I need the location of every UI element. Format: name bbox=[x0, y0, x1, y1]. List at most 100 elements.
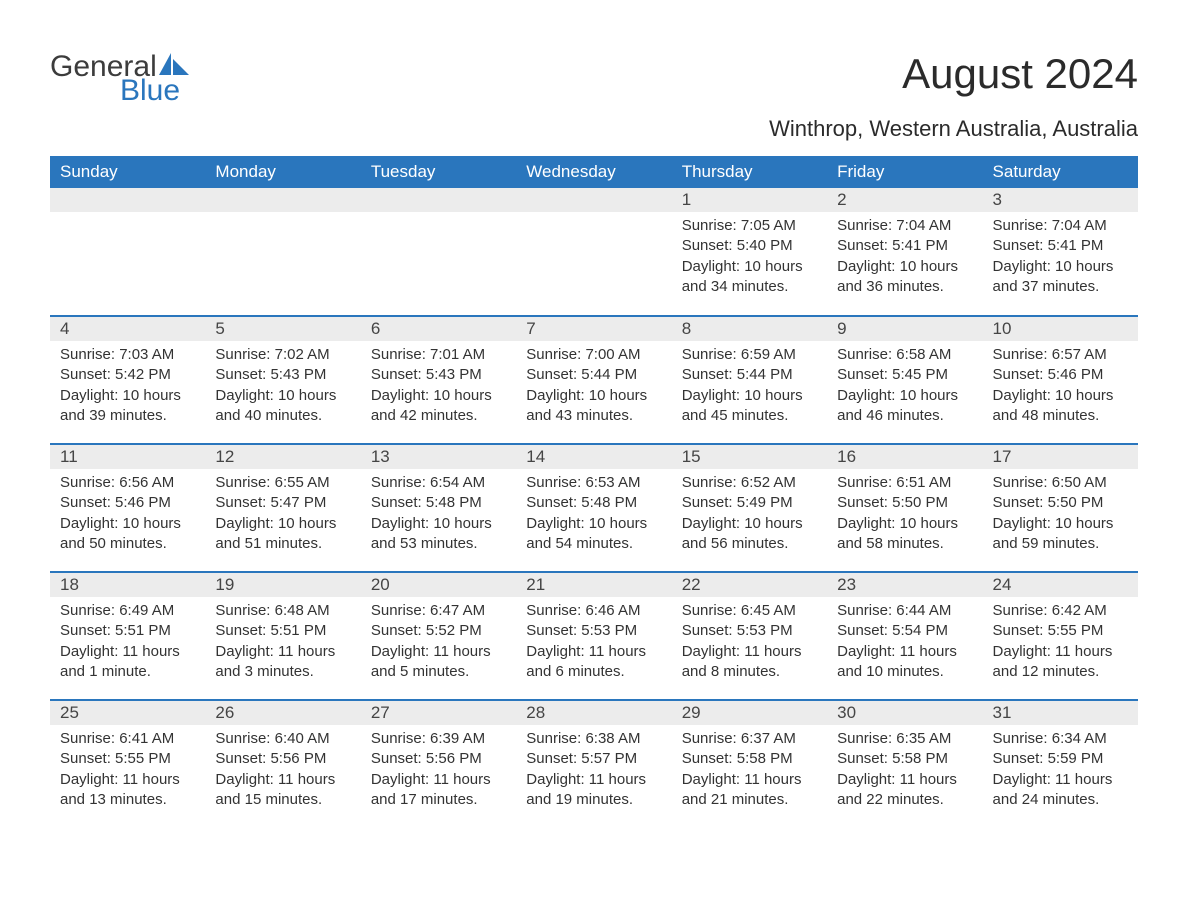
sunset-line: Sunset: 5:58 PM bbox=[837, 749, 972, 769]
sunset-line: Sunset: 5:43 PM bbox=[215, 365, 350, 385]
calendar-day-cell: 13Sunrise: 6:54 AMSunset: 5:48 PMDayligh… bbox=[361, 444, 516, 572]
calendar-day-cell: 29Sunrise: 6:37 AMSunset: 5:58 PMDayligh… bbox=[672, 700, 827, 828]
sunrise-line: Sunrise: 6:51 AM bbox=[837, 473, 972, 493]
sunrise-line: Sunrise: 6:37 AM bbox=[682, 729, 817, 749]
daylight-line: Daylight: 10 hours and 50 minutes. bbox=[60, 514, 195, 555]
page-title: August 2024 bbox=[902, 50, 1138, 98]
sunrise-line: Sunrise: 6:50 AM bbox=[993, 473, 1128, 493]
sunset-line: Sunset: 5:59 PM bbox=[993, 749, 1128, 769]
header: General Blue August 2024 bbox=[50, 50, 1138, 108]
day-details: Sunrise: 6:53 AMSunset: 5:48 PMDaylight:… bbox=[516, 469, 671, 564]
day-details: Sunrise: 6:47 AMSunset: 5:52 PMDaylight:… bbox=[361, 597, 516, 692]
day-number: 11 bbox=[50, 445, 205, 469]
calendar-day-cell bbox=[516, 188, 671, 316]
sunset-line: Sunset: 5:55 PM bbox=[993, 621, 1128, 641]
day-number: 13 bbox=[361, 445, 516, 469]
calendar-day-cell: 27Sunrise: 6:39 AMSunset: 5:56 PMDayligh… bbox=[361, 700, 516, 828]
sunrise-line: Sunrise: 6:54 AM bbox=[371, 473, 506, 493]
calendar-day-cell: 10Sunrise: 6:57 AMSunset: 5:46 PMDayligh… bbox=[983, 316, 1138, 444]
daylight-line: Daylight: 10 hours and 40 minutes. bbox=[215, 386, 350, 427]
daylight-line: Daylight: 11 hours and 1 minute. bbox=[60, 642, 195, 683]
day-number: 2 bbox=[827, 188, 982, 212]
day-details: Sunrise: 6:34 AMSunset: 5:59 PMDaylight:… bbox=[983, 725, 1138, 820]
day-number: 22 bbox=[672, 573, 827, 597]
sunset-line: Sunset: 5:48 PM bbox=[371, 493, 506, 513]
calendar-week-row: 1Sunrise: 7:05 AMSunset: 5:40 PMDaylight… bbox=[50, 188, 1138, 316]
sunset-line: Sunset: 5:56 PM bbox=[371, 749, 506, 769]
sunrise-line: Sunrise: 7:04 AM bbox=[993, 216, 1128, 236]
calendar-day-cell: 8Sunrise: 6:59 AMSunset: 5:44 PMDaylight… bbox=[672, 316, 827, 444]
calendar-day-cell bbox=[361, 188, 516, 316]
day-number: 10 bbox=[983, 317, 1138, 341]
sunrise-line: Sunrise: 7:00 AM bbox=[526, 345, 661, 365]
daylight-line: Daylight: 10 hours and 34 minutes. bbox=[682, 257, 817, 298]
daylight-line: Daylight: 10 hours and 45 minutes. bbox=[682, 386, 817, 427]
calendar-day-cell: 5Sunrise: 7:02 AMSunset: 5:43 PMDaylight… bbox=[205, 316, 360, 444]
sunset-line: Sunset: 5:52 PM bbox=[371, 621, 506, 641]
day-details: Sunrise: 6:55 AMSunset: 5:47 PMDaylight:… bbox=[205, 469, 360, 564]
day-number: 24 bbox=[983, 573, 1138, 597]
sunset-line: Sunset: 5:57 PM bbox=[526, 749, 661, 769]
day-details: Sunrise: 6:42 AMSunset: 5:55 PMDaylight:… bbox=[983, 597, 1138, 692]
sunset-line: Sunset: 5:45 PM bbox=[837, 365, 972, 385]
sunrise-line: Sunrise: 6:39 AM bbox=[371, 729, 506, 749]
brand-logo: General Blue bbox=[50, 50, 193, 108]
calendar-day-cell: 16Sunrise: 6:51 AMSunset: 5:50 PMDayligh… bbox=[827, 444, 982, 572]
daylight-line: Daylight: 10 hours and 42 minutes. bbox=[371, 386, 506, 427]
sunrise-line: Sunrise: 6:55 AM bbox=[215, 473, 350, 493]
day-number: 21 bbox=[516, 573, 671, 597]
sunrise-line: Sunrise: 6:34 AM bbox=[993, 729, 1128, 749]
sunrise-line: Sunrise: 6:38 AM bbox=[526, 729, 661, 749]
location-subtitle: Winthrop, Western Australia, Australia bbox=[50, 116, 1138, 142]
day-details: Sunrise: 7:01 AMSunset: 5:43 PMDaylight:… bbox=[361, 341, 516, 436]
day-details: Sunrise: 7:03 AMSunset: 5:42 PMDaylight:… bbox=[50, 341, 205, 436]
sunrise-line: Sunrise: 6:52 AM bbox=[682, 473, 817, 493]
calendar-day-cell: 19Sunrise: 6:48 AMSunset: 5:51 PMDayligh… bbox=[205, 572, 360, 700]
calendar-day-cell: 14Sunrise: 6:53 AMSunset: 5:48 PMDayligh… bbox=[516, 444, 671, 572]
calendar-day-cell: 23Sunrise: 6:44 AMSunset: 5:54 PMDayligh… bbox=[827, 572, 982, 700]
sunrise-line: Sunrise: 7:01 AM bbox=[371, 345, 506, 365]
day-details: Sunrise: 7:00 AMSunset: 5:44 PMDaylight:… bbox=[516, 341, 671, 436]
day-number: 23 bbox=[827, 573, 982, 597]
calendar-day-cell: 2Sunrise: 7:04 AMSunset: 5:41 PMDaylight… bbox=[827, 188, 982, 316]
sunset-line: Sunset: 5:46 PM bbox=[993, 365, 1128, 385]
day-number: 3 bbox=[983, 188, 1138, 212]
day-number: 26 bbox=[205, 701, 360, 725]
sunset-line: Sunset: 5:58 PM bbox=[682, 749, 817, 769]
sunset-line: Sunset: 5:56 PM bbox=[215, 749, 350, 769]
calendar-week-row: 25Sunrise: 6:41 AMSunset: 5:55 PMDayligh… bbox=[50, 700, 1138, 828]
calendar-day-cell: 12Sunrise: 6:55 AMSunset: 5:47 PMDayligh… bbox=[205, 444, 360, 572]
day-details: Sunrise: 6:52 AMSunset: 5:49 PMDaylight:… bbox=[672, 469, 827, 564]
day-details: Sunrise: 6:49 AMSunset: 5:51 PMDaylight:… bbox=[50, 597, 205, 692]
daylight-line: Daylight: 11 hours and 15 minutes. bbox=[215, 770, 350, 811]
daylight-line: Daylight: 11 hours and 24 minutes. bbox=[993, 770, 1128, 811]
day-number-empty bbox=[516, 188, 671, 212]
calendar-day-cell: 17Sunrise: 6:50 AMSunset: 5:50 PMDayligh… bbox=[983, 444, 1138, 572]
sunset-line: Sunset: 5:51 PM bbox=[60, 621, 195, 641]
day-number-empty bbox=[50, 188, 205, 212]
sunrise-line: Sunrise: 6:57 AM bbox=[993, 345, 1128, 365]
calendar-day-cell: 4Sunrise: 7:03 AMSunset: 5:42 PMDaylight… bbox=[50, 316, 205, 444]
day-details: Sunrise: 6:45 AMSunset: 5:53 PMDaylight:… bbox=[672, 597, 827, 692]
sunset-line: Sunset: 5:53 PM bbox=[682, 621, 817, 641]
sunrise-line: Sunrise: 6:42 AM bbox=[993, 601, 1128, 621]
calendar-week-row: 11Sunrise: 6:56 AMSunset: 5:46 PMDayligh… bbox=[50, 444, 1138, 572]
brand-part2: Blue bbox=[120, 74, 180, 108]
sunset-line: Sunset: 5:53 PM bbox=[526, 621, 661, 641]
daylight-line: Daylight: 10 hours and 43 minutes. bbox=[526, 386, 661, 427]
sunset-line: Sunset: 5:46 PM bbox=[60, 493, 195, 513]
sunrise-line: Sunrise: 6:59 AM bbox=[682, 345, 817, 365]
sunrise-line: Sunrise: 6:35 AM bbox=[837, 729, 972, 749]
day-details: Sunrise: 6:39 AMSunset: 5:56 PMDaylight:… bbox=[361, 725, 516, 820]
sunset-line: Sunset: 5:43 PM bbox=[371, 365, 506, 385]
sunrise-line: Sunrise: 6:48 AM bbox=[215, 601, 350, 621]
daylight-line: Daylight: 11 hours and 21 minutes. bbox=[682, 770, 817, 811]
day-details: Sunrise: 6:38 AMSunset: 5:57 PMDaylight:… bbox=[516, 725, 671, 820]
day-number: 31 bbox=[983, 701, 1138, 725]
sunrise-line: Sunrise: 7:02 AM bbox=[215, 345, 350, 365]
day-number: 14 bbox=[516, 445, 671, 469]
day-number: 18 bbox=[50, 573, 205, 597]
calendar-day-cell bbox=[50, 188, 205, 316]
day-number-empty bbox=[361, 188, 516, 212]
daylight-line: Daylight: 11 hours and 19 minutes. bbox=[526, 770, 661, 811]
